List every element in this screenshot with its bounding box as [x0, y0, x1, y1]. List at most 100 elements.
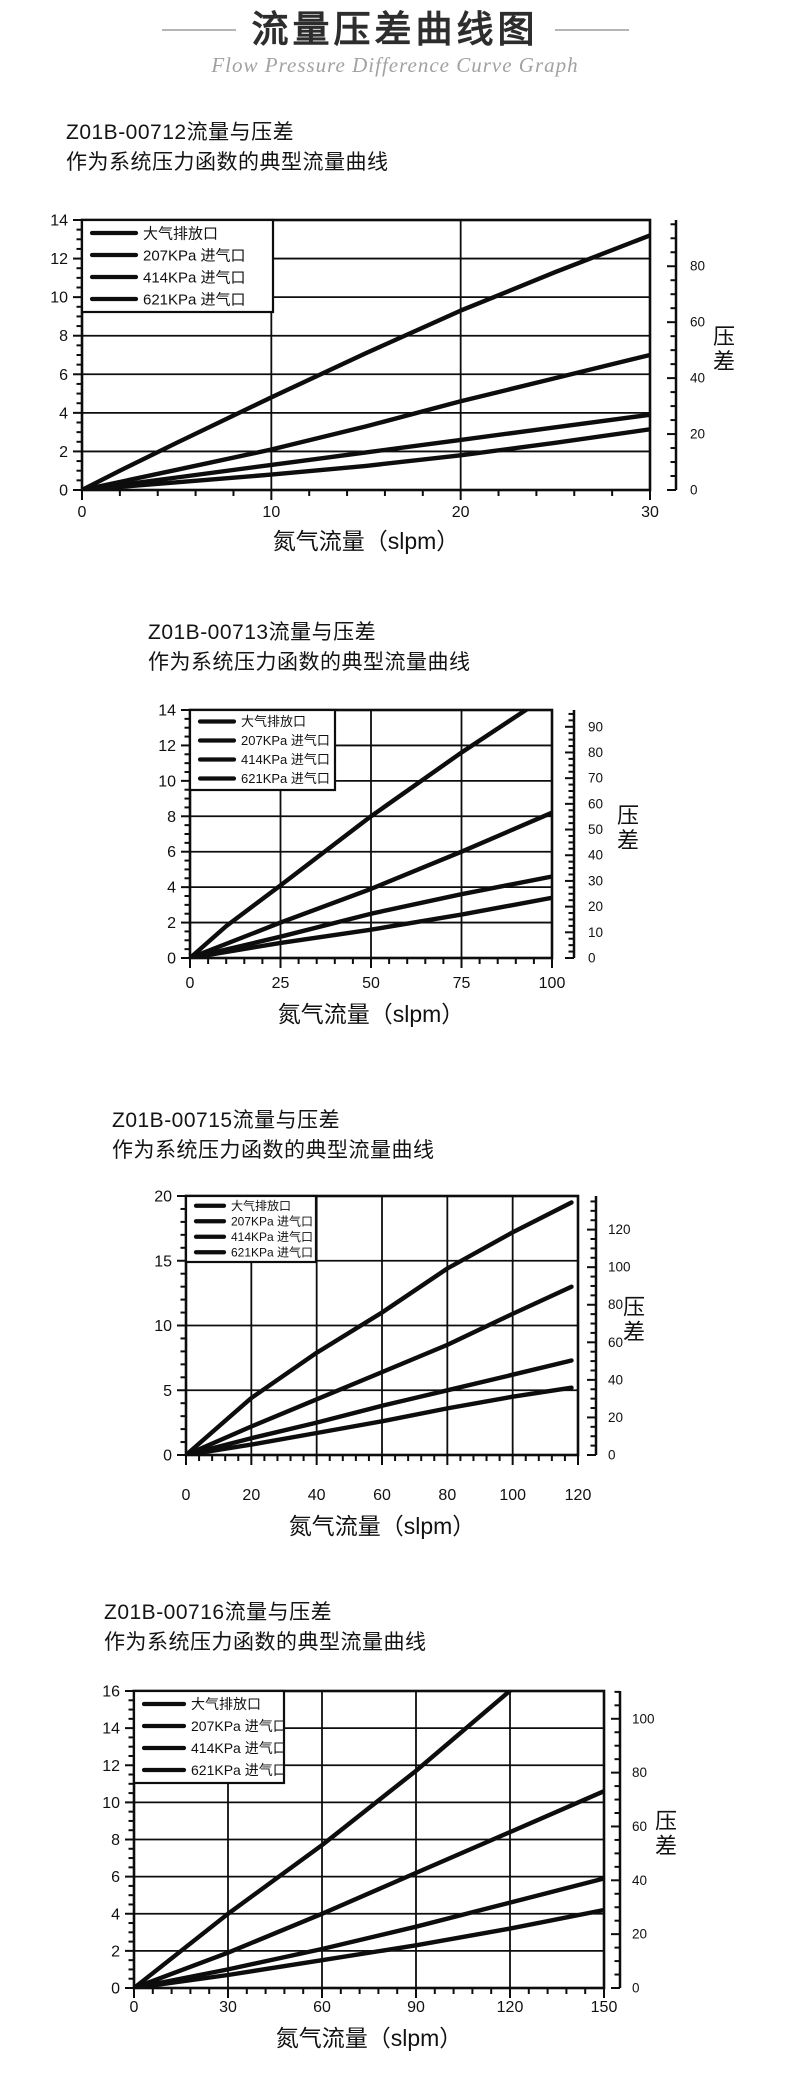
right-tick-label: 10: [588, 925, 603, 940]
legend-label: 大气排放口: [241, 714, 306, 729]
y-tick-label: 4: [59, 405, 68, 422]
x-tick-label: 120: [497, 1999, 524, 2016]
series-curve-0: [186, 1200, 574, 1455]
right-tick-label: 60: [588, 796, 603, 811]
series-curve-3: [186, 1385, 574, 1455]
x-tick-label: 80: [438, 1487, 456, 1504]
y-tick-label: 14: [50, 213, 68, 230]
right-axis-title: 差: [713, 349, 735, 374]
y-tick-label: 2: [111, 1943, 120, 1960]
y-tick-label: 8: [59, 328, 68, 345]
x-tick-label: 20: [242, 1487, 260, 1504]
right-tick-label: 80: [690, 259, 705, 274]
chart-title-z01b-00713: Z01B-00713流量与压差 作为系统压力函数的典型流量曲线: [148, 618, 471, 678]
y-tick-label: 0: [111, 1981, 120, 1998]
x-tick-label: 150: [591, 1999, 618, 2016]
legend-label: 207KPa 进气口: [143, 247, 246, 264]
legend-label: 414KPa 进气口: [143, 269, 246, 286]
right-tick-label: 60: [608, 1335, 623, 1350]
y-tick-label: 14: [102, 1721, 120, 1738]
chart-z01b-00716: 0 2 4 6 8 10 12 14 16 0 30 60 90 120 150 氮气流量（slpm） 0 20 4…: [102, 1684, 677, 2052]
y-tick-label: 2: [167, 915, 176, 932]
right-tick-label: 80: [588, 745, 603, 760]
page-subtitle: Flow Pressure Difference Curve Graph: [211, 53, 579, 77]
series-curve-2: [190, 874, 552, 958]
right-tick-label: 0: [588, 951, 596, 966]
chart-title-line2: 作为系统压力函数的典型流量曲线: [66, 151, 389, 174]
legend-label: 621KPa 进气口: [241, 771, 330, 786]
y-tick-label: 14: [158, 703, 176, 720]
chart-title-line1: Z01B-00716流量与压差: [104, 1601, 333, 1624]
right-axis-title: 差: [655, 1834, 677, 1859]
right-tick-label: 80: [632, 1765, 647, 1780]
legend-label: 414KPa 进气口: [191, 1740, 287, 1756]
right-axis-title: 差: [617, 828, 639, 853]
legend-box: [132, 1689, 286, 1785]
legend-label: 621KPa 进气口: [191, 1762, 287, 1778]
x-tick-label: 90: [407, 1999, 425, 2016]
y-tick-label: 12: [50, 251, 68, 268]
right-tick-label: 90: [588, 719, 603, 734]
y-tick-label: 5: [163, 1383, 172, 1400]
series-curve-0: [82, 233, 650, 490]
chart-title-z01b-00716: Z01B-00716流量与压差 作为系统压力函数的典型流量曲线: [104, 1598, 427, 1658]
y-tick-label: 8: [111, 1832, 120, 1849]
y-tick-label: 6: [167, 844, 176, 861]
series-curve-1: [82, 352, 650, 490]
chart-title-line1: Z01B-00713流量与压差: [148, 621, 377, 644]
right-tick-label: 40: [588, 848, 603, 863]
main-title-row: 流量压差曲线图: [0, 8, 790, 52]
x-tick-label: 0: [182, 1487, 191, 1504]
right-axis-title: 压: [623, 1295, 645, 1320]
right-axis-title: 压: [617, 803, 639, 828]
legend-label: 大气排放口: [191, 1696, 261, 1712]
x-tick-label: 50: [362, 975, 380, 992]
y-tick-label: 12: [158, 738, 176, 755]
right-tick-label: 40: [690, 371, 705, 386]
y-tick-label: 16: [102, 1684, 120, 1701]
y-tick-label: 6: [59, 367, 68, 384]
right-tick-label: 20: [632, 1927, 647, 1942]
series-curve-2: [186, 1358, 574, 1455]
x-axis-title: 氮气流量（slpm）: [276, 2025, 463, 2051]
y-tick-label: 10: [50, 290, 68, 307]
series-curve-3: [82, 427, 650, 490]
y-tick-label: 15: [154, 1253, 172, 1270]
x-tick-label: 75: [453, 975, 471, 992]
legend-label: 207KPa 进气口: [191, 1718, 287, 1734]
y-tick-label: 12: [102, 1758, 120, 1775]
x-tick-label: 60: [373, 1487, 391, 1504]
chart-title-line1: Z01B-00712流量与压差: [66, 121, 295, 144]
x-tick-label: 120: [565, 1487, 592, 1504]
right-tick-label: 0: [608, 1448, 616, 1463]
legend-label: 207KPa 进气口: [231, 1214, 313, 1229]
series-curve-3: [134, 1907, 604, 1988]
series-curve-1: [190, 810, 552, 958]
right-axis-title: 压: [713, 324, 735, 349]
chart-title-line2: 作为系统压力函数的典型流量曲线: [148, 651, 471, 674]
chart-z01b-00715: 0 5 10 15 20 0 20 40 60 80 100 120 氮气流量（slpm） 0 20 40 60…: [154, 1189, 645, 1540]
right-tick-label: 60: [690, 315, 705, 330]
y-tick-label: 10: [154, 1318, 172, 1335]
right-tick-label: 80: [608, 1297, 623, 1312]
x-tick-label: 0: [78, 504, 87, 521]
chart-title-line2: 作为系统压力函数的典型流量曲线: [104, 1631, 427, 1654]
title-left-rule: [161, 29, 236, 31]
y-tick-label: 0: [167, 951, 176, 968]
legend-label: 大气排放口: [143, 225, 218, 242]
right-tick-label: 70: [588, 771, 603, 786]
right-tick-label: 20: [690, 427, 705, 442]
right-axis-title: 压: [655, 1809, 677, 1834]
x-axis-title: 氮气流量（slpm）: [273, 528, 460, 554]
right-tick-label: 100: [632, 1711, 655, 1726]
x-tick-label: 25: [272, 975, 290, 992]
chart-title-line1: Z01B-00715流量与压差: [112, 1109, 341, 1132]
series-curve-1: [134, 1788, 604, 1988]
x-axis-title: 氮气流量（slpm）: [289, 1513, 476, 1539]
y-tick-label: 4: [111, 1906, 120, 1923]
series-curve-0: [134, 1691, 514, 1988]
right-tick-label: 20: [608, 1410, 623, 1425]
right-tick-label: 100: [608, 1260, 631, 1275]
chart-title-z01b-00715: Z01B-00715流量与压差 作为系统压力函数的典型流量曲线: [112, 1106, 435, 1166]
